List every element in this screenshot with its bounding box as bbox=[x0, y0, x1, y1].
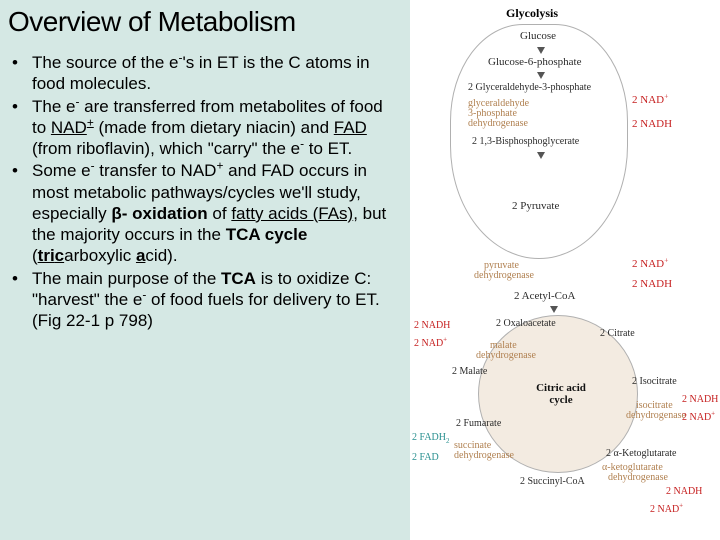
arrow-icon bbox=[550, 306, 558, 313]
lbl-nadh-r2: 2 NADH bbox=[666, 486, 702, 497]
lbl-pyruvate: 2 Pyruvate bbox=[512, 200, 559, 212]
bullet-4: The main purpose of the TCA is to oxidiz… bbox=[28, 268, 400, 332]
lbl-nad-r1: 2 NAD+ bbox=[682, 412, 715, 423]
arrow-icon bbox=[537, 72, 545, 79]
lbl-g3p: 2 Glyceraldehyde-3-phosphate bbox=[468, 82, 591, 93]
lbl-mdh-2: dehydrogenase bbox=[476, 350, 536, 361]
lbl-2nadh-1: 2 NADH bbox=[632, 118, 672, 130]
bullet-2: The e- are transferred from metabolites … bbox=[28, 96, 400, 160]
lbl-2nad-2: 2 NAD+ bbox=[632, 258, 668, 270]
lbl-idh-2: dehydrogenase bbox=[626, 410, 686, 421]
tca-cycle-label: Citric acid cycle bbox=[528, 382, 594, 406]
bullet-1: The source of the e-'s in ET is the C at… bbox=[28, 52, 400, 95]
glycolysis-header: Glycolysis bbox=[506, 6, 558, 21]
lbl-oaa: 2 Oxaloacetate bbox=[496, 318, 556, 329]
lbl-sdh-2: dehydrogenase bbox=[454, 450, 514, 461]
lbl-g6p: Glucose-6-phosphate bbox=[488, 56, 581, 68]
lbl-nad-left: 2 NAD+ bbox=[414, 338, 447, 349]
lbl-nadh-r1: 2 NADH bbox=[682, 394, 718, 405]
lbl-succoa: 2 Succinyl-CoA bbox=[520, 476, 585, 487]
arrow-icon bbox=[537, 47, 545, 54]
lbl-akgdh-2: dehydrogenase bbox=[608, 472, 668, 483]
lbl-enz-g3pdh-3: dehydrogenase bbox=[468, 118, 528, 129]
text-panel: Overview of Metabolism The source of the… bbox=[0, 0, 410, 540]
lbl-malate: 2 Malate bbox=[452, 366, 487, 377]
arrow-icon bbox=[537, 152, 545, 159]
lbl-fad: 2 FAD bbox=[412, 452, 439, 463]
lbl-2nad-1: 2 NAD+ bbox=[632, 94, 668, 106]
lbl-acoa: 2 Acetyl-CoA bbox=[514, 290, 575, 302]
bullet-list: The source of the e-'s in ET is the C at… bbox=[8, 52, 400, 331]
lbl-bpg: 2 1,3-Bisphosphoglycerate bbox=[472, 136, 579, 147]
diagram-panel: Glycolysis Glucose Glucose-6-phosphate 2… bbox=[410, 0, 720, 540]
lbl-pdh-2: dehydrogenase bbox=[474, 270, 534, 281]
lbl-fumarate: 2 Fumarate bbox=[456, 418, 501, 429]
lbl-isocitrate: 2 Isocitrate bbox=[632, 376, 677, 387]
lbl-glucose: Glucose bbox=[520, 30, 556, 42]
page-title: Overview of Metabolism bbox=[8, 6, 400, 38]
lbl-2nadh-2: 2 NADH bbox=[632, 278, 672, 290]
lbl-akg: 2 α-Ketoglutarate bbox=[606, 448, 677, 459]
lbl-citrate: 2 Citrate bbox=[600, 328, 635, 339]
lbl-nad-r2: 2 NAD+ bbox=[650, 504, 683, 515]
lbl-nadh-left: 2 NADH bbox=[414, 320, 450, 331]
lbl-fadh2: 2 FADH2 bbox=[412, 432, 449, 443]
bullet-3: Some e- transfer to NAD+ and FAD occurs … bbox=[28, 160, 400, 266]
